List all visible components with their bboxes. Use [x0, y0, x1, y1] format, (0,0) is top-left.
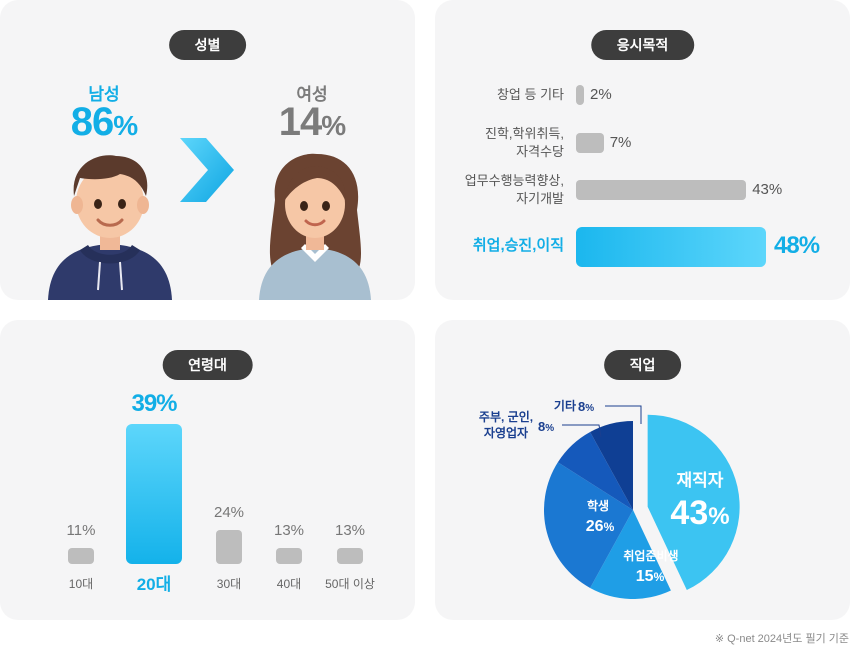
purpose-bar [576, 85, 584, 105]
purpose-label: 취업,승진,이직 [472, 237, 564, 254]
age-category: 20대 [136, 575, 172, 594]
purpose-value: 7% [609, 134, 632, 151]
source-note: ※ Q-net 2024년도 필기 기준 [714, 633, 849, 645]
age-value: 13% [334, 522, 366, 539]
purpose-value: 48% [774, 232, 820, 259]
age-value: 13% [273, 522, 305, 539]
pie-value: 8% [578, 399, 594, 414]
purpose-label: 업무수행능력향상, 자기개발 [464, 173, 564, 206]
pie-slice [590, 421, 633, 510]
age-value: 11% [66, 522, 96, 539]
pie-slice [544, 462, 633, 588]
female-avatar [259, 153, 371, 300]
purpose-label: 진학,학위취득, 자격수당 [485, 126, 564, 159]
female-label: 여성 [296, 85, 328, 104]
purpose-title: 응시목적 [590, 30, 695, 60]
callout-line [605, 405, 642, 424]
purpose-bar [576, 227, 766, 267]
male-label: 남성 [88, 85, 120, 104]
purpose-value: 43% [752, 181, 783, 198]
pie-label: 학생 [587, 498, 609, 513]
pie-slice [557, 432, 633, 510]
purpose-label: 창업 등 기타 [496, 87, 564, 102]
pie-value: 15% [636, 568, 665, 585]
gender-card: 성별 남성 86% 여성 14% [0, 0, 415, 300]
age-bar [68, 548, 94, 564]
age-bar [337, 548, 363, 564]
job-pie-chart: 재직자 43% 학생 26% 취업준비생 15% 기타 8% 주부, 군인,자영업자 8% [479, 398, 740, 599]
age-bar [276, 548, 302, 564]
age-value: 24% [213, 504, 245, 521]
age-category: 50대 이상 [325, 577, 375, 591]
pie-label: 자영업자 [484, 425, 528, 440]
pie-value: 43% [670, 494, 729, 532]
male-avatar [48, 155, 172, 300]
age-category: 10대 [68, 577, 94, 591]
pie-label: 주부, 군인, [479, 409, 533, 424]
age-card: 연령대 11% 10대 39% 20대 24% 30대 13% 40대 13% 50대 이상 [0, 320, 415, 620]
male-percent: 86% [70, 100, 138, 144]
age-category: 40대 [276, 577, 302, 591]
pie-label: 기타 [554, 398, 576, 413]
age-bar [216, 530, 242, 564]
age-value: 39% [131, 390, 177, 417]
age-category: 30대 [216, 577, 242, 591]
age-title: 연령대 [162, 350, 253, 380]
gender-title: 성별 [168, 30, 247, 60]
chevron-right-icon [180, 138, 234, 202]
job-card: 직업 재직자 43% 학생 26% 취업준비생 15% 기타 8% 주부, 군인, 자영업자 8% [435, 320, 850, 620]
pie-value: 8% [538, 419, 554, 434]
female-percent: 14% [278, 100, 346, 144]
pie-label: 재직자 [677, 471, 724, 490]
purpose-bar [576, 133, 604, 153]
age-bar [126, 424, 182, 564]
purpose-card: 응시목적 창업 등 기타 2% 진학,학위취득, 자격수당 7% 업무수행능력향상, 자기개… [435, 0, 850, 300]
purpose-bar [576, 180, 747, 200]
pie-slice [590, 510, 671, 599]
purpose-value: 2% [590, 86, 612, 103]
pie-value: 26% [586, 518, 615, 535]
callout-line [562, 424, 602, 438]
job-title: 직업 [603, 350, 682, 380]
pie-label: 취업준비생 [623, 548, 678, 563]
pie-slice [647, 414, 740, 590]
